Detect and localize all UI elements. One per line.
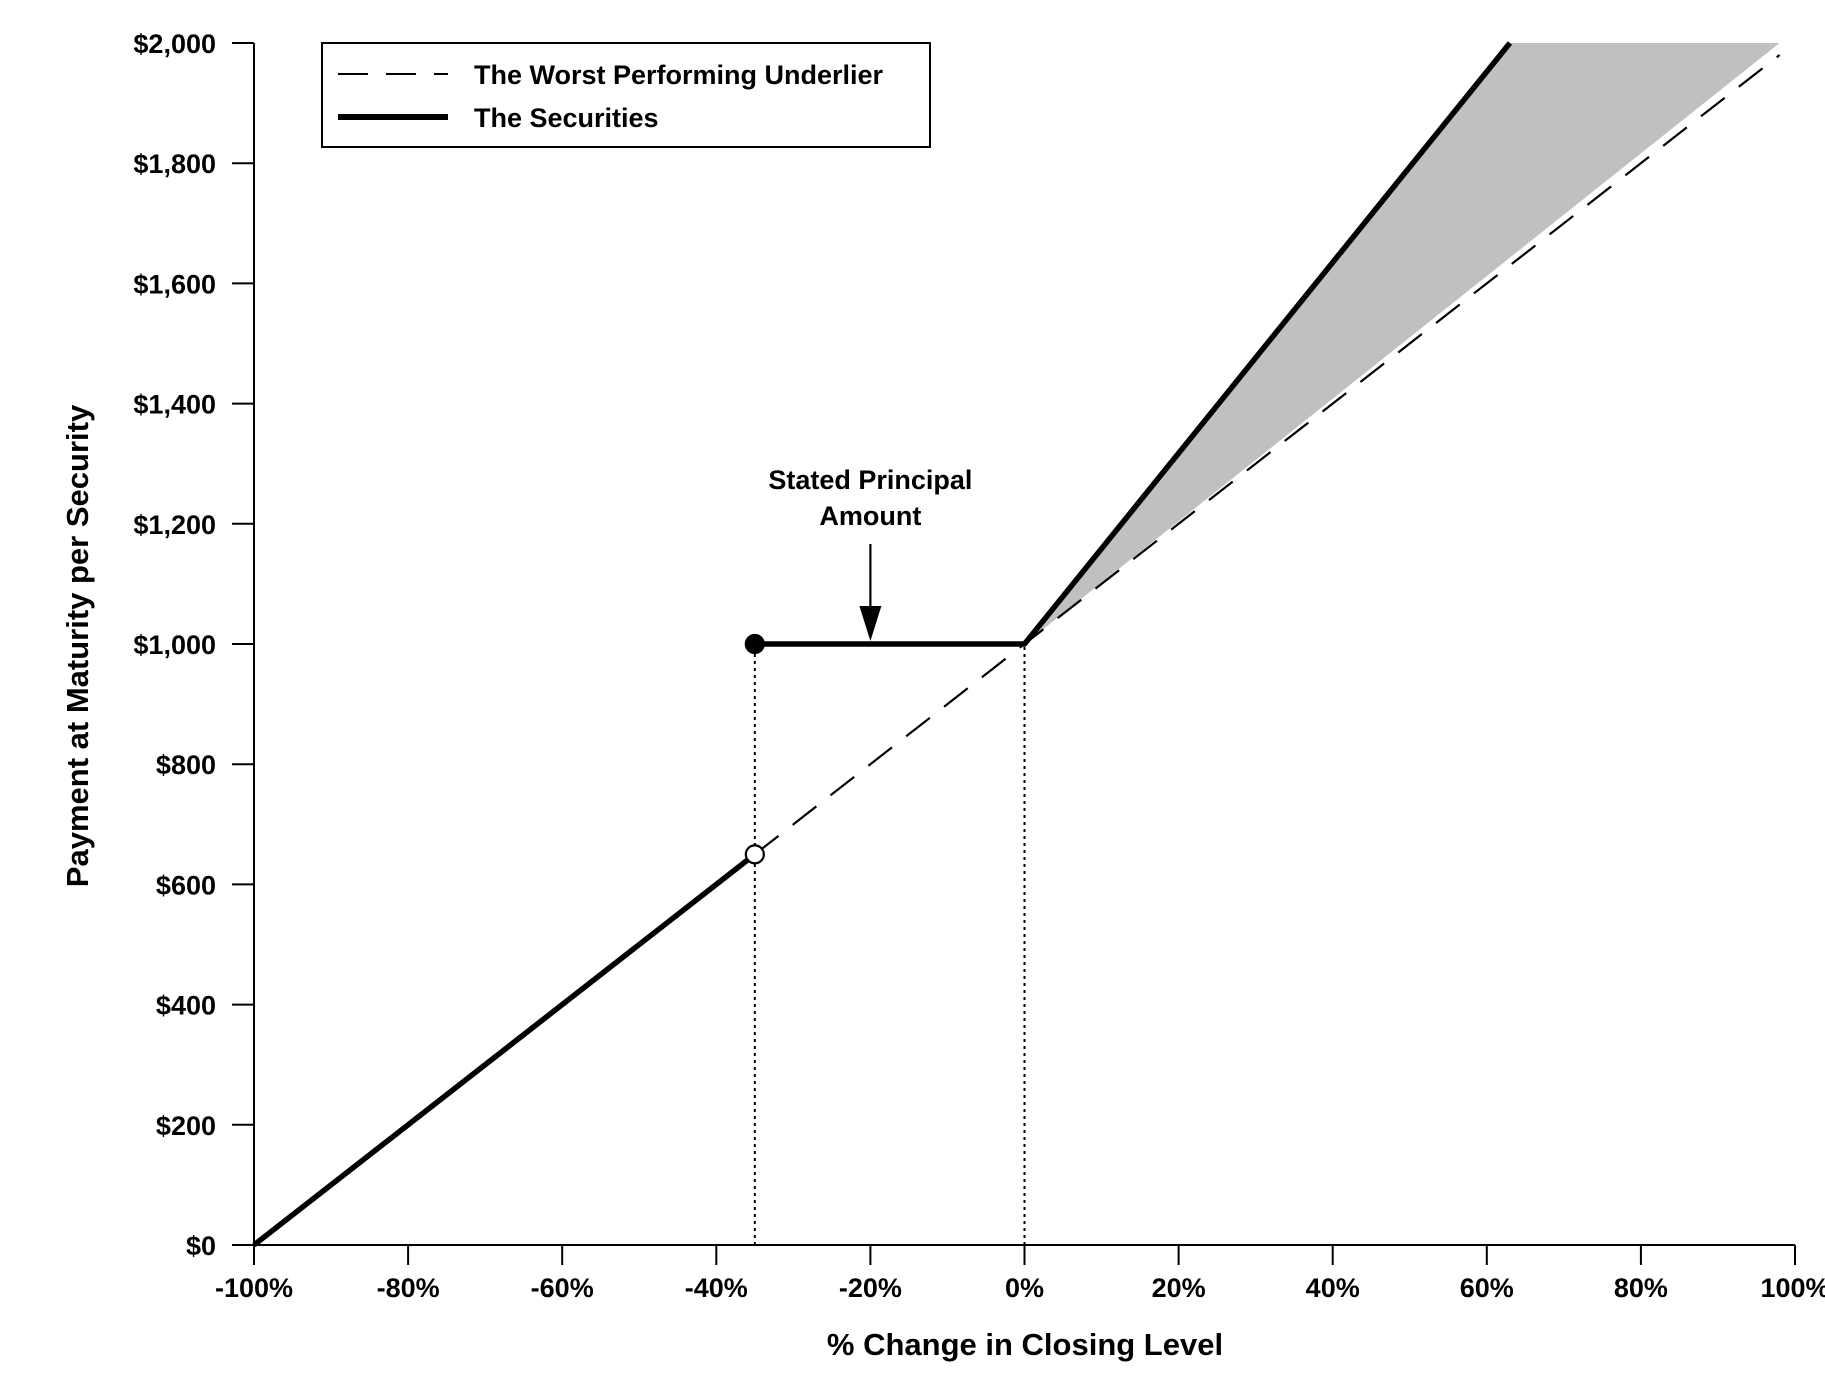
reference-lines-layer — [753, 644, 1026, 1245]
legend-box — [321, 42, 931, 148]
y-tick-label-8: $1,600 — [133, 269, 216, 299]
series-layer — [252, 41, 1781, 1248]
x-tick-label-1: -80% — [377, 1273, 440, 1303]
series-line-securities-segment-0 — [252, 852, 757, 1248]
shaded-upside-region — [1024, 43, 1780, 644]
marker-filled-circle — [744, 633, 765, 655]
y-tick-label-9: $1,800 — [133, 149, 216, 179]
x-axis-title: % Change in Closing Level — [827, 1327, 1223, 1362]
y-tick-label-2: $400 — [156, 991, 216, 1021]
x-tick-label-7: 40% — [1306, 1273, 1360, 1303]
x-tick-label-2: -60% — [531, 1273, 594, 1303]
y-tick-label-5: $1,000 — [133, 630, 216, 660]
markers-layer — [744, 633, 765, 865]
marker-open-circle — [744, 844, 765, 865]
y-tick-label-4: $800 — [156, 750, 216, 780]
x-tick-label-5: 0% — [1005, 1273, 1044, 1303]
y-tick-label-0: $0 — [186, 1231, 216, 1261]
y-tick-label-3: $600 — [156, 870, 216, 900]
annotation-layer: Stated Principal Amount — [768, 465, 972, 641]
series-line-worst-underlier — [754, 54, 1781, 856]
x-tick-label-4: -20% — [839, 1273, 902, 1303]
y-tick-label-6: $1,200 — [133, 510, 216, 540]
annotation-text-line-1: Amount — [819, 501, 921, 531]
legend: The Worst Performing Underlier The Secur… — [321, 42, 931, 148]
x-tick-label-8: 60% — [1460, 1273, 1514, 1303]
x-tick-label-3: -40% — [685, 1273, 748, 1303]
series-line-securities-segment-1 — [754, 41, 1513, 647]
legend-label-worst-underlier: The Worst Performing Underlier — [474, 60, 884, 90]
x-tick-label-9: 80% — [1614, 1273, 1668, 1303]
axes-layer: $0 $200 $400 $600 $800 $1,000 $1,200 $1,400 $1,6… — [133, 29, 1825, 1303]
x-tick-label-0: -100% — [215, 1273, 293, 1303]
x-tick-label-10: 100% — [1760, 1273, 1825, 1303]
annotation-text-line-0: Stated Principal — [768, 465, 972, 495]
y-tick-label-7: $1,400 — [133, 390, 216, 420]
x-tick-label-6: 20% — [1152, 1273, 1206, 1303]
y-tick-label-1: $200 — [156, 1111, 216, 1141]
y-tick-label-10: $2,000 — [133, 29, 216, 59]
shaded-region-layer — [1024, 43, 1780, 644]
annotation-arrow-head — [859, 606, 882, 641]
y-axis-title: Payment at Maturity per Security — [60, 404, 95, 887]
legend-label-securities: The Securities — [474, 103, 659, 133]
